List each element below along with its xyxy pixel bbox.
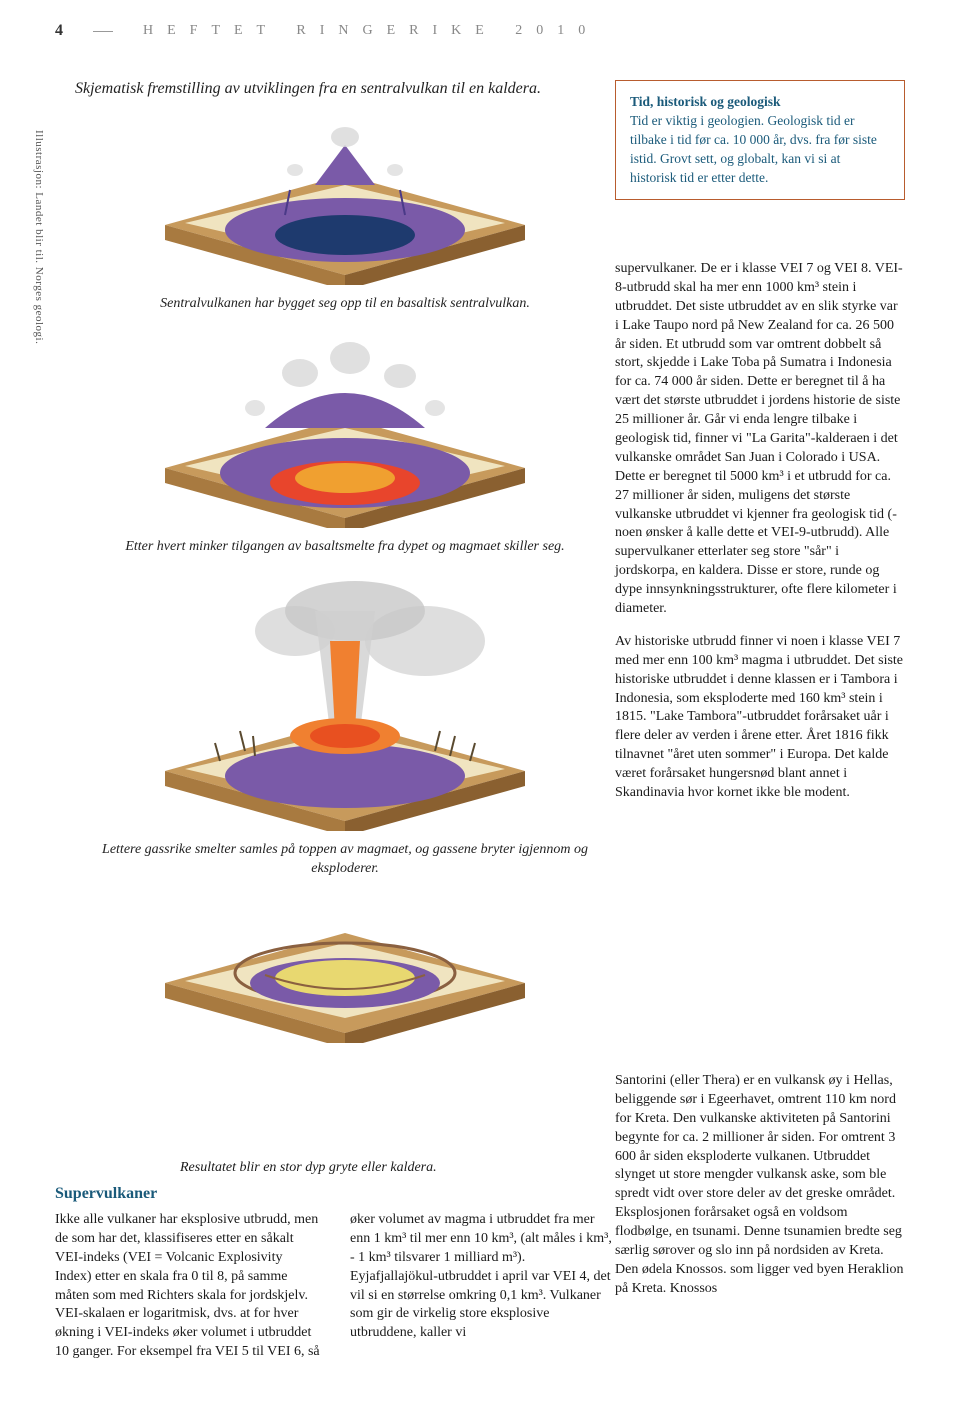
volcano-stage4-svg [135, 893, 555, 1043]
subheading-supervulkaner: Supervulkaner [55, 1185, 905, 1203]
volcano-stage2-svg [135, 328, 555, 528]
right-column: supervulkaner. De er i klasse VEI 7 og V… [615, 260, 905, 817]
header-title: HEFTET RINGERIKE 2010 [143, 23, 599, 39]
diagram-stage-4 [85, 893, 605, 1043]
caption-stage3: Lettere gassrike smelter samles på toppe… [85, 841, 605, 877]
caption-stage2: Etter hvert minker tilgangen av basaltsm… [85, 538, 605, 556]
volcano-stage3-svg [135, 571, 555, 831]
bottom-two-col: Ikke alle vulkaner har eksplosive utbrud… [55, 1211, 615, 1362]
diagram-area: Sentralvulkanen har bygget seg opp til e… [85, 115, 605, 1058]
header-rule [93, 31, 113, 32]
page-number: 4 [55, 22, 63, 40]
infobox-title: Tid, historisk og geologisk [630, 94, 781, 109]
caption-stage1: Sentralvulkanen har bygget seg opp til e… [85, 295, 605, 313]
sidebar-infobox: Tid, historisk og geologisk Tid er vikti… [615, 80, 905, 200]
right-p1: supervulkaner. De er i klasse VEI 7 og V… [615, 260, 905, 619]
illustration-credit: Illustrasjon: Landet blir til. Norges ge… [33, 130, 45, 344]
diagram-stage-3: Lettere gassrike smelter samles på toppe… [85, 571, 605, 877]
right-p2: Av historiske utbrudd finner vi noen i k… [615, 633, 905, 803]
diagram-stage-2: Etter hvert minker tilgangen av basaltsm… [85, 328, 605, 556]
diagram-stage-1: Sentralvulkanen har bygget seg opp til e… [85, 115, 605, 313]
page-header: 4 HEFTET RINGERIKE 2010 [0, 22, 960, 40]
caption-stage4: Resultatet blir en stor dyp gryte eller … [180, 1160, 437, 1176]
bottom-section: Supervulkaner Ikke alle vulkaner har eks… [55, 1185, 905, 1362]
volcano-stage1-svg [135, 115, 555, 285]
figure-title: Skjematisk fremstilling av utviklingen f… [75, 80, 615, 98]
infobox-body: Tid er viktig i geologien. Geologisk tid… [630, 113, 877, 185]
